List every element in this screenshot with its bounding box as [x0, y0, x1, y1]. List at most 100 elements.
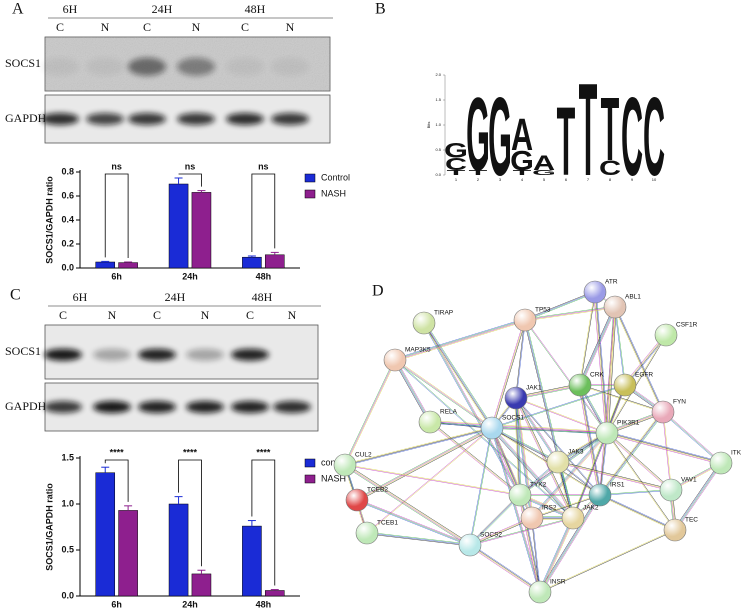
node — [603, 295, 627, 319]
node-label: IRS2 — [542, 505, 557, 512]
logo-letter: C — [621, 75, 643, 199]
node — [480, 416, 504, 440]
edge — [579, 385, 600, 496]
node-label: JAK1 — [526, 385, 542, 392]
x-tick-label: 2 — [477, 177, 480, 182]
edge — [606, 434, 721, 465]
edge — [514, 398, 573, 519]
edge — [491, 384, 625, 428]
node-label: TCEB2 — [367, 487, 388, 494]
x-tick-label: 7 — [587, 177, 590, 182]
lane-label: N — [201, 308, 210, 322]
edge — [518, 495, 539, 593]
edge — [516, 397, 521, 495]
edge — [579, 291, 595, 385]
y-tick-label: 0.5 — [435, 147, 441, 152]
edge — [395, 359, 432, 422]
edge — [345, 464, 471, 545]
edge — [492, 320, 527, 429]
blot-bg — [44, 324, 319, 380]
node — [355, 521, 379, 545]
edge — [531, 518, 540, 593]
band — [271, 57, 309, 76]
protein-label: GAPDH — [5, 111, 47, 125]
band — [41, 113, 79, 125]
x-tick-label: 6h — [111, 599, 122, 609]
band — [177, 113, 215, 125]
edge — [532, 495, 601, 519]
edge — [469, 545, 540, 594]
x-tick-label: 6 — [565, 177, 568, 182]
node-label: TEC — [685, 517, 698, 524]
edge — [531, 494, 600, 518]
node-label: MAP3K5 — [405, 347, 431, 354]
edge — [515, 397, 574, 519]
edge — [580, 384, 664, 412]
edge — [356, 500, 470, 547]
edge — [469, 545, 540, 593]
lane-label: C — [59, 308, 67, 322]
edge — [524, 290, 595, 320]
edge — [516, 397, 608, 433]
edge — [599, 495, 675, 532]
edge — [491, 319, 526, 429]
lane-label: C — [153, 308, 161, 322]
edge — [539, 517, 573, 592]
edge — [524, 320, 607, 434]
node — [709, 451, 733, 475]
node — [568, 373, 592, 397]
logo-letter: A — [511, 110, 533, 160]
edge — [345, 428, 493, 467]
band — [138, 348, 176, 361]
edge — [424, 322, 494, 428]
logo-letter: T — [579, 57, 598, 204]
x-tick-label: 9 — [631, 177, 634, 182]
edge — [607, 432, 672, 490]
logo-letter: T — [557, 89, 576, 197]
node — [613, 373, 637, 397]
node — [654, 323, 678, 347]
edge — [366, 532, 471, 546]
edge — [367, 531, 471, 545]
edge — [581, 384, 602, 495]
edge — [344, 465, 470, 546]
edge — [593, 292, 606, 434]
node — [458, 533, 482, 557]
significance-bracket — [104, 459, 129, 502]
panel-label: D — [372, 283, 384, 300]
logo-letter: G — [488, 75, 512, 199]
panel-label: A — [12, 1, 24, 18]
node-label: INSR — [550, 579, 566, 586]
error-bar — [197, 569, 206, 574]
node-label: CSF1R — [676, 322, 698, 329]
edge — [595, 291, 608, 433]
edge — [429, 422, 520, 496]
x-tick-label: 24h — [182, 599, 198, 609]
band — [44, 348, 82, 361]
node — [659, 478, 683, 502]
y-tick-label: 0.2 — [61, 238, 74, 248]
protein-label: GAPDH — [5, 399, 47, 413]
time-point: 24H — [152, 2, 173, 16]
significance-bracket — [251, 459, 276, 586]
edge — [395, 320, 526, 361]
edge — [675, 463, 722, 531]
edge — [395, 359, 574, 518]
edge — [674, 462, 721, 530]
logo-letter: A — [533, 151, 555, 175]
significance-label: ns — [111, 161, 122, 171]
node-label: RELA — [440, 409, 458, 416]
band — [86, 113, 124, 125]
logo-letter: G — [444, 138, 468, 162]
time-point: 6H — [73, 290, 88, 304]
edge — [394, 360, 430, 423]
y-tick-label: 1.0 — [435, 122, 441, 127]
x-tick-label: 10 — [652, 177, 657, 182]
logo-letter: C — [643, 75, 665, 199]
edge — [662, 411, 722, 464]
lane-label: C — [241, 20, 249, 34]
edge — [573, 433, 608, 519]
edge — [580, 384, 601, 495]
edge — [490, 319, 525, 428]
lane-label: N — [192, 20, 201, 34]
